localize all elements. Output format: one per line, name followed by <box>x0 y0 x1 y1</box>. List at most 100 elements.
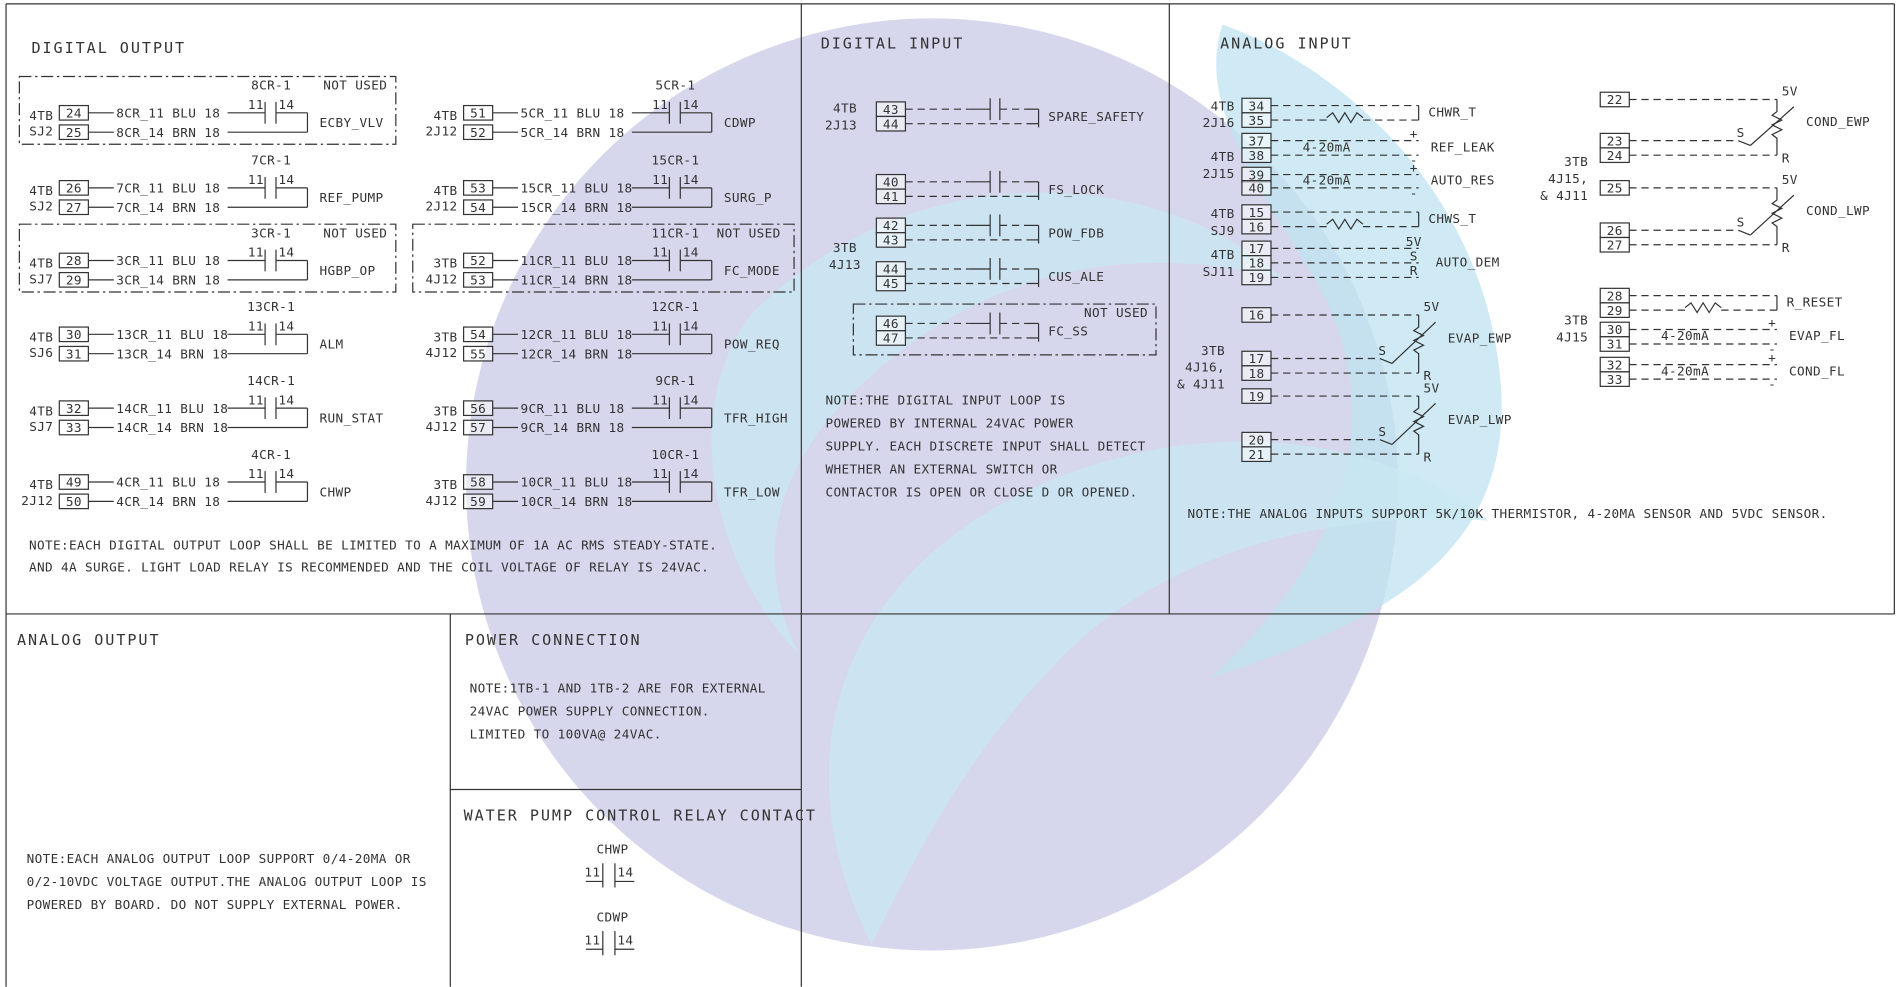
pin-label: 5V <box>1423 299 1439 314</box>
terminal-number: 39 <box>1248 167 1264 182</box>
group-label: 4J13 <box>829 257 861 272</box>
thermistor <box>1326 111 1364 124</box>
terminal-block: 4TB <box>29 329 53 344</box>
terminal-number: 16 <box>1248 308 1264 323</box>
input-label: COND_LWP <box>1806 203 1870 218</box>
note-line: POWERED BY INTERNAL 24VAC POWER <box>826 415 1074 430</box>
polarity: + <box>1768 350 1776 365</box>
wire-label: 4CR_14 BRN 18 <box>116 494 220 509</box>
terminal-number: 57 <box>470 420 486 435</box>
wire-label: 8CR_14 BRN 18 <box>116 125 220 140</box>
terminal-number: 37 <box>1248 133 1264 148</box>
section-title: DIGITAL OUTPUT <box>31 39 186 57</box>
note-line: NOTE:1TB-1 AND 1TB-2 ARE FOR EXTERNAL <box>470 680 766 695</box>
input-label: CHWS_T <box>1428 211 1476 226</box>
wiper <box>1391 321 1437 364</box>
group-label: SJ11 <box>1203 264 1235 279</box>
terminal-number: 50 <box>66 494 82 509</box>
output-label: CHWP <box>320 484 352 499</box>
contact-pin: 11 <box>652 245 668 260</box>
terminal-block: 3TB <box>434 329 458 344</box>
note-line: NOTE:EACH ANALOG OUTPUT LOOP SUPPORT 0/4… <box>27 851 411 866</box>
terminal-number: 17 <box>1248 351 1264 366</box>
relay-name: 15CR-1 <box>651 153 699 168</box>
group-label: 4J16, <box>1185 360 1225 375</box>
wiper <box>1379 357 1393 364</box>
contact-name: CHWP <box>596 841 628 856</box>
terminal-number: 30 <box>1607 322 1623 337</box>
thermistor <box>1684 301 1722 314</box>
terminal-number: 53 <box>470 273 486 288</box>
relay-name: 3CR-1 <box>251 225 291 240</box>
potentiometer <box>1412 314 1425 374</box>
terminal-number: 28 <box>66 253 82 268</box>
pin-label: R <box>1423 368 1431 383</box>
group-label: 4TB <box>1211 206 1235 221</box>
contact-pin: 11 <box>652 466 668 481</box>
polarity: - <box>1768 342 1776 357</box>
terminal-number: 21 <box>1248 447 1264 462</box>
section-title: ANALOG OUTPUT <box>17 631 161 649</box>
note-line: SUPPLY. EACH DISCRETE INPUT SHALL DETECT <box>826 438 1146 453</box>
polarity: + <box>1410 160 1418 175</box>
signal-range: 4-20mA <box>1303 139 1351 154</box>
wire-label: 3CR_14 BRN 18 <box>116 273 220 288</box>
relay-name: 11CR-1 <box>651 225 699 240</box>
signal-range: 4-20mA <box>1661 328 1709 343</box>
group-label: 3TB <box>1564 313 1588 328</box>
terminal-number: 20 <box>1248 432 1264 447</box>
contact-pin: 14 <box>683 392 699 407</box>
jack: 4J12 <box>426 271 458 286</box>
terminal-number: 32 <box>1607 357 1623 372</box>
terminal-number: 38 <box>1248 148 1264 163</box>
group-label: 4TB <box>1211 98 1235 113</box>
terminal-number: 56 <box>470 401 486 416</box>
input-label: COND_EWP <box>1806 114 1870 129</box>
terminal-number: 52 <box>470 253 486 268</box>
section-title: WATER PUMP CONTROL RELAY CONTACT <box>464 807 817 825</box>
not-used-label: NOT USED <box>323 78 387 93</box>
not-used-box <box>18 223 397 293</box>
wire-label: 12CR_11 BLU 18 <box>520 327 632 342</box>
polarity: + <box>1410 126 1418 141</box>
not-used-label: NOT USED <box>1084 305 1148 320</box>
signal-range: 4-20mA <box>1661 363 1709 378</box>
input-label: CUS_ALE <box>1048 269 1104 284</box>
output-label: CDWP <box>724 115 756 130</box>
potentiometer <box>1412 396 1425 455</box>
wiper <box>1379 439 1393 446</box>
input-label: AUTO_RES <box>1431 173 1495 188</box>
wire-label: 9CR_11 BLU 18 <box>520 401 624 416</box>
terminal-number: 33 <box>1607 372 1623 387</box>
group-label: 4TB <box>1211 149 1235 164</box>
output-label: HGBP_OP <box>320 263 376 278</box>
terminal-block: 4TB <box>29 403 53 418</box>
contact-pin: 11 <box>248 392 264 407</box>
contact-pin: 14 <box>683 319 699 334</box>
group-label: SJ9 <box>1211 223 1235 238</box>
wire-label: 7CR_14 BRN 18 <box>116 200 220 215</box>
relay-name: 7CR-1 <box>251 153 291 168</box>
wire-label: 3CR_11 BLU 18 <box>116 253 220 268</box>
jack: SJ2 <box>29 124 53 139</box>
jack: 2J12 <box>21 493 53 508</box>
terminal-number: 16 <box>1248 219 1264 234</box>
terminal-block: 4TB <box>434 183 458 198</box>
contact-pin: 14 <box>278 392 294 407</box>
contact-pin: 11 <box>248 97 264 112</box>
terminal-number: 28 <box>1607 288 1623 303</box>
terminal-number: 30 <box>66 327 82 342</box>
output-label: RUN_STAT <box>320 411 384 426</box>
wire-label: 13CR_11 BLU 18 <box>116 327 228 342</box>
pin-label: R <box>1423 449 1431 464</box>
output-label: REF_PUMP <box>320 190 384 205</box>
input-label: AUTO_DEM <box>1436 254 1500 269</box>
terminal-number: 31 <box>1607 337 1623 352</box>
terminal-number: 34 <box>1248 98 1264 113</box>
input-label: POW_FDB <box>1048 225 1104 240</box>
group-label: & 4J11 <box>1177 377 1225 392</box>
terminal-number: 53 <box>470 181 486 196</box>
jack: 2J12 <box>426 124 458 139</box>
terminal-number: 25 <box>1607 181 1623 196</box>
terminal-number: 43 <box>883 233 899 248</box>
